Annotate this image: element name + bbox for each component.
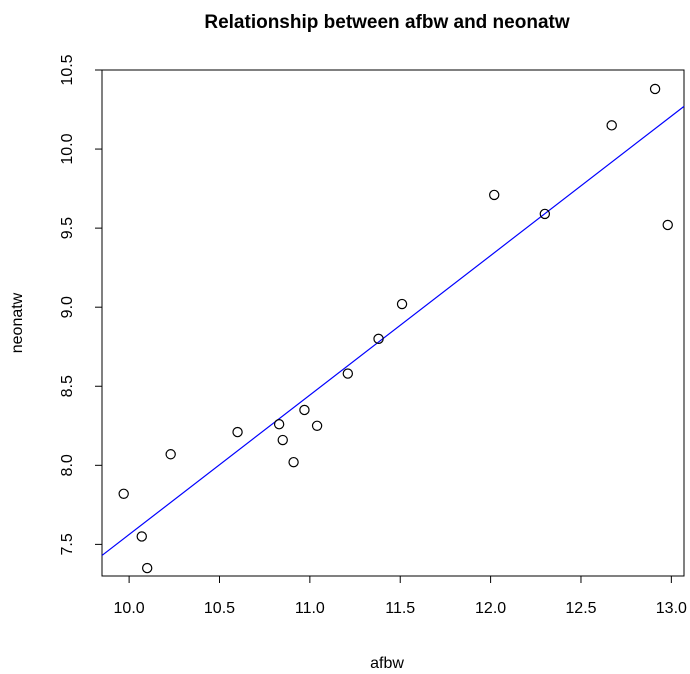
- data-point: [299, 404, 310, 416]
- data-point: [118, 488, 129, 499]
- x-tick-label: 12.0: [475, 600, 506, 617]
- data-point: [273, 419, 285, 430]
- x-tick-label: 10.5: [204, 600, 235, 617]
- x-tick-label: 12.5: [565, 600, 596, 617]
- data-point: [396, 298, 408, 310]
- data-point: [539, 208, 551, 220]
- data-point: [277, 434, 288, 446]
- plot-frame: [101, 69, 685, 577]
- data-point: [373, 333, 384, 345]
- data-point: [311, 420, 323, 431]
- chart-title: Relationship between afbw and neonatw: [204, 12, 569, 33]
- y-axis-label: neonatw: [9, 292, 26, 353]
- data-point: [342, 368, 354, 379]
- y-tick-label: 8.0: [59, 454, 76, 476]
- data-point: [136, 531, 147, 542]
- data-point: [232, 426, 243, 438]
- y-tick-label: 7.5: [59, 533, 76, 555]
- y-tick-label: 8.5: [59, 375, 76, 397]
- x-axis: 10.0 10.5 11.0 11.5 12.0 12.5 13.0: [114, 575, 687, 617]
- y-tick-label: 10.0: [59, 133, 76, 164]
- x-axis-label: afbw: [370, 655, 404, 672]
- data-point: [288, 456, 299, 468]
- data-point: [489, 189, 500, 201]
- x-tick-label: 11.0: [295, 600, 325, 617]
- data-point: [141, 562, 153, 574]
- data-point: [649, 83, 661, 95]
- x-tick-label: 13.0: [656, 600, 687, 617]
- data-point: [165, 449, 176, 460]
- regression-line: [101, 105, 685, 556]
- data-point: [606, 120, 617, 131]
- y-tick-label: 10.5: [59, 54, 76, 85]
- x-tick-label: 11.5: [385, 600, 415, 617]
- data-point: [662, 219, 673, 231]
- x-tick-label: 10.0: [114, 600, 145, 617]
- y-axis: 7.5 8.0 8.5 9.0 9.5 10.0 10.5: [59, 54, 103, 556]
- y-tick-label: 9.0: [59, 296, 76, 318]
- data-points: [118, 83, 673, 574]
- y-tick-label: 9.5: [59, 217, 76, 239]
